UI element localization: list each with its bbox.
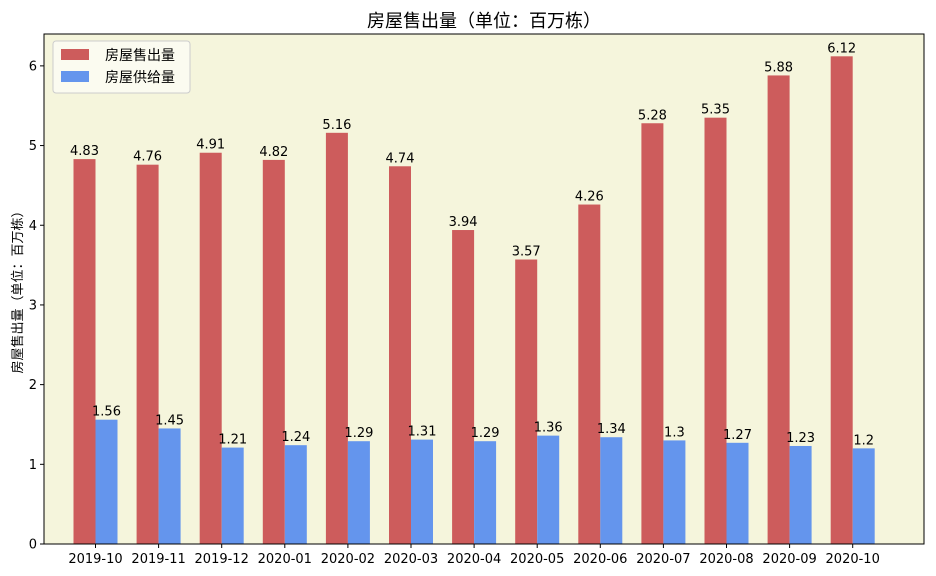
bar-supply-2020-10 [852,448,875,544]
data-label: 6.12 [827,41,856,56]
data-label: 4.76 [133,150,162,165]
bar-supply-2020-05 [537,435,560,544]
y-tick-label: 4 [29,219,37,234]
data-label: 1.56 [92,405,121,420]
bar-supply-2020-09 [789,445,812,544]
data-label: 5.28 [638,108,667,123]
data-label: 1.31 [408,425,437,440]
bar-supply-2020-01 [284,445,307,544]
y-tick-label: 0 [29,538,37,553]
bar-supply-2019-12 [221,447,244,544]
bar-supply-2020-08 [726,442,749,544]
bar-sold-2019-12 [199,152,222,544]
bar-supply-2019-11 [158,428,181,544]
y-tick-label: 1 [29,458,37,473]
x-tick-label: 2020-07 [636,552,690,567]
bar-sold-2020-04 [452,230,475,544]
bar-supply-2020-02 [347,441,370,544]
data-label: 1.23 [786,431,815,446]
data-label: 4.83 [70,144,99,159]
legend-swatch [61,49,89,60]
data-label: 4.26 [575,190,604,205]
data-labels-layer: 4.83 1.56 4.76 1.45 4.91 1.21 4.82 1.24 5.16 1.29… [70,41,874,448]
data-label: 1.29 [344,426,373,441]
x-tick-label: 2020-08 [699,552,753,567]
x-tick-label: 2020-04 [447,552,501,567]
bar-sold-2020-05 [515,259,538,544]
bar-sold-2019-10 [73,159,96,544]
y-tick-label: 5 [29,139,37,154]
data-label: 1.24 [281,430,310,445]
data-label: 1.21 [218,433,247,448]
y-axis: 0 1 2 3 4 5 6 [29,59,44,553]
y-tick-label: 3 [29,298,37,313]
data-label: 1.27 [723,428,752,443]
legend-label: 房屋供给量 [105,70,175,86]
data-label: 1.3 [664,425,685,440]
bar-sold-2019-11 [136,164,159,544]
data-label: 5.88 [764,60,793,75]
data-label: 1.2 [853,433,874,448]
x-tick-label: 2019-10 [68,552,122,567]
x-tick-label: 2020-02 [321,552,375,567]
bar-sold-2020-02 [325,132,348,544]
data-label: 5.16 [322,118,351,133]
x-tick-label: 2020-06 [573,552,627,567]
x-tick-label: 2020-05 [510,552,564,567]
bar-sold-2020-09 [767,75,790,544]
data-label: 3.57 [512,245,541,260]
bar-sold-2020-06 [578,204,601,544]
bar-sold-2020-03 [389,166,411,544]
data-label: 3.94 [449,215,478,230]
x-axis: 2019-10 2019-11 2019-12 2020-01 2020-02 2020-… [68,544,880,567]
legend-swatch [61,71,89,82]
data-label: 1.34 [597,422,626,437]
bar-sold-2020-01 [262,159,285,544]
data-label: 4.74 [386,151,415,166]
bar-sold-2020-08 [704,117,727,544]
x-tick-label: 2020-03 [384,552,438,567]
x-tick-label: 2020-01 [258,552,312,567]
chart-title: 房屋售出量（单位：百万栋） [367,11,601,32]
bar-sold-2020-10 [830,56,853,544]
x-tick-label: 2020-09 [762,552,816,567]
bar-supply-2020-06 [600,437,623,544]
bars-layer [73,56,875,544]
bar-supply-2020-04 [474,441,497,544]
data-label: 1.36 [534,421,563,436]
data-label: 5.35 [701,103,730,118]
y-tick-label: 6 [29,59,37,74]
data-label: 4.82 [259,145,288,160]
y-tick-label: 2 [29,378,37,393]
bar-supply-2020-03 [411,439,433,544]
bar-supply-2020-07 [663,440,686,544]
legend-label: 房屋售出量 [105,48,175,64]
bar-sold-2020-07 [641,123,664,544]
x-tick-label: 2020-10 [826,552,880,567]
data-label: 1.29 [471,426,500,441]
bar-supply-2019-10 [95,419,118,544]
data-label: 4.91 [196,138,225,153]
x-tick-label: 2019-11 [131,552,185,567]
y-axis-label: 房屋售出量（单位：百万栋） [10,204,26,373]
x-tick-label: 2019-12 [195,552,249,567]
data-label: 1.45 [155,413,184,428]
plot-frame [43,33,925,545]
